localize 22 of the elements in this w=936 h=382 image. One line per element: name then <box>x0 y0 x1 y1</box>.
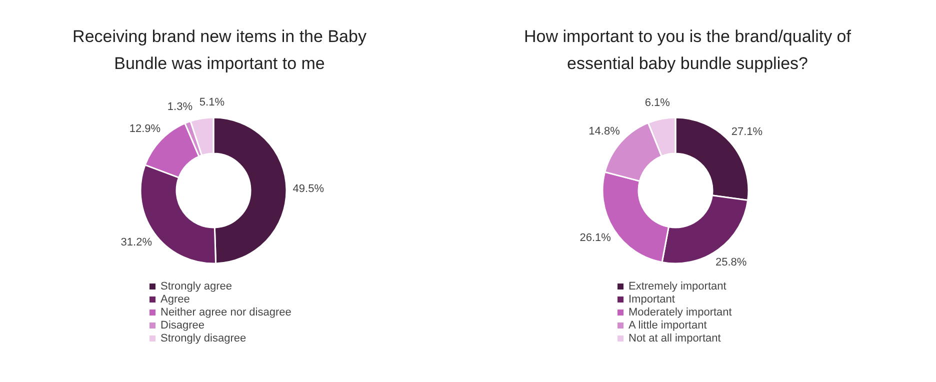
legend-label: Extremely important <box>628 280 726 292</box>
legend-label: Strongly disagree <box>160 332 246 344</box>
legend-label: Neither agree nor disagree <box>160 306 292 318</box>
data-label: 5.1% <box>199 96 225 109</box>
legend-label: Disagree <box>160 320 205 332</box>
legend-label: Important <box>628 294 675 306</box>
data-label: 49.5% <box>292 183 324 196</box>
data-label: 1.3% <box>167 101 193 114</box>
legend-label: Moderately important <box>628 306 732 318</box>
legend-label: Not at all important <box>628 332 721 344</box>
chart-title: How important to you is the brand/quality of essential baby bundle supplies? <box>524 27 852 73</box>
data-label: 14.8% <box>588 126 620 138</box>
chart-title: Receiving brand new items in the Baby Bundle was important to me <box>72 27 367 73</box>
data-label: 27.1% <box>731 126 763 138</box>
data-label: 25.8% <box>715 256 747 269</box>
data-label: 6.1% <box>644 97 670 110</box>
legend-label: A little important <box>628 320 707 332</box>
legend-label: Agree <box>160 294 190 306</box>
data-label: 31.2% <box>120 236 152 248</box>
data-label: 12.9% <box>129 122 161 135</box>
legend-label: Strongly agree <box>160 280 232 292</box>
data-label: 26.1% <box>580 232 612 244</box>
